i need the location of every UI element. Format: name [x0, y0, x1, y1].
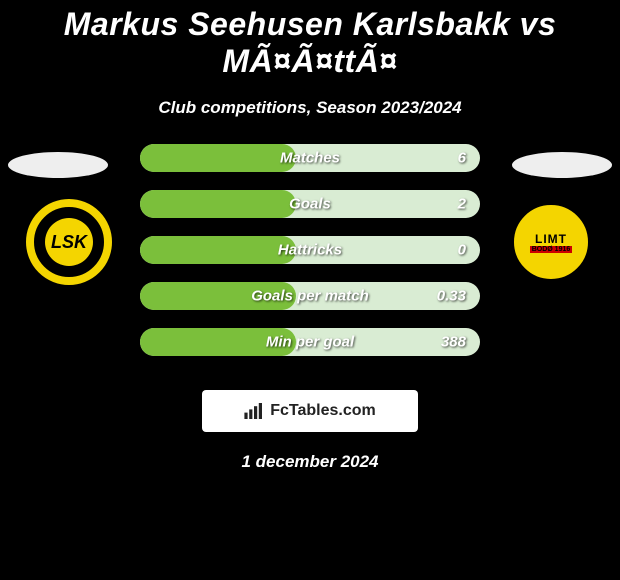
- club-badge-left: LSK: [26, 199, 112, 285]
- player-photo-right: [512, 152, 612, 178]
- stat-bar-value: 2: [458, 196, 466, 213]
- stat-bar: Min per goal 388: [140, 328, 480, 356]
- stat-bar: Hattricks 0: [140, 236, 480, 264]
- site-logo-box: FcTables.com: [202, 390, 418, 432]
- stat-bar-value: 388: [441, 334, 466, 351]
- bar-chart-icon: [244, 403, 264, 419]
- club-badge-left-text: LSK: [45, 218, 93, 266]
- stat-bar-value: 0: [458, 242, 466, 259]
- club-badge-right-small: BODØ 1916: [530, 246, 573, 253]
- stat-bar-label: Goals per match: [251, 288, 369, 305]
- site-logo-text: FcTables.com: [270, 402, 376, 420]
- stat-bar-label: Goals: [289, 196, 331, 213]
- page-subtitle: Club competitions, Season 2023/2024: [0, 98, 620, 118]
- page-title: Markus Seehusen Karlsbakk vs MÃ¤Ã¤ttÃ¤: [0, 0, 620, 80]
- stat-bar-value: 6: [458, 150, 466, 167]
- stat-bar-value: 0.33: [437, 288, 466, 305]
- date-label: 1 december 2024: [0, 452, 620, 472]
- stat-bar-label: Matches: [280, 150, 340, 167]
- club-badge-right: LIMT BODØ 1916: [508, 199, 594, 285]
- stat-bar-fill: [140, 144, 296, 172]
- stat-bars: Matches 6 Goals 2 Hattricks 0 Goals per match 0…: [140, 144, 480, 374]
- stat-bar: Goals 2: [140, 190, 480, 218]
- content-area: LSK LIMT BODØ 1916 Matches 6 Goals 2 Hattric…: [0, 144, 620, 374]
- stat-bar: Goals per match 0.33: [140, 282, 480, 310]
- stat-bar-fill: [140, 190, 296, 218]
- stat-bar-label: Min per goal: [266, 334, 354, 351]
- stat-bar-fill: [140, 236, 296, 264]
- stat-bar-label: Hattricks: [278, 242, 342, 259]
- stat-bar: Matches 6: [140, 144, 480, 172]
- player-photo-left: [8, 152, 108, 178]
- club-badge-right-top: LIMT: [535, 232, 567, 246]
